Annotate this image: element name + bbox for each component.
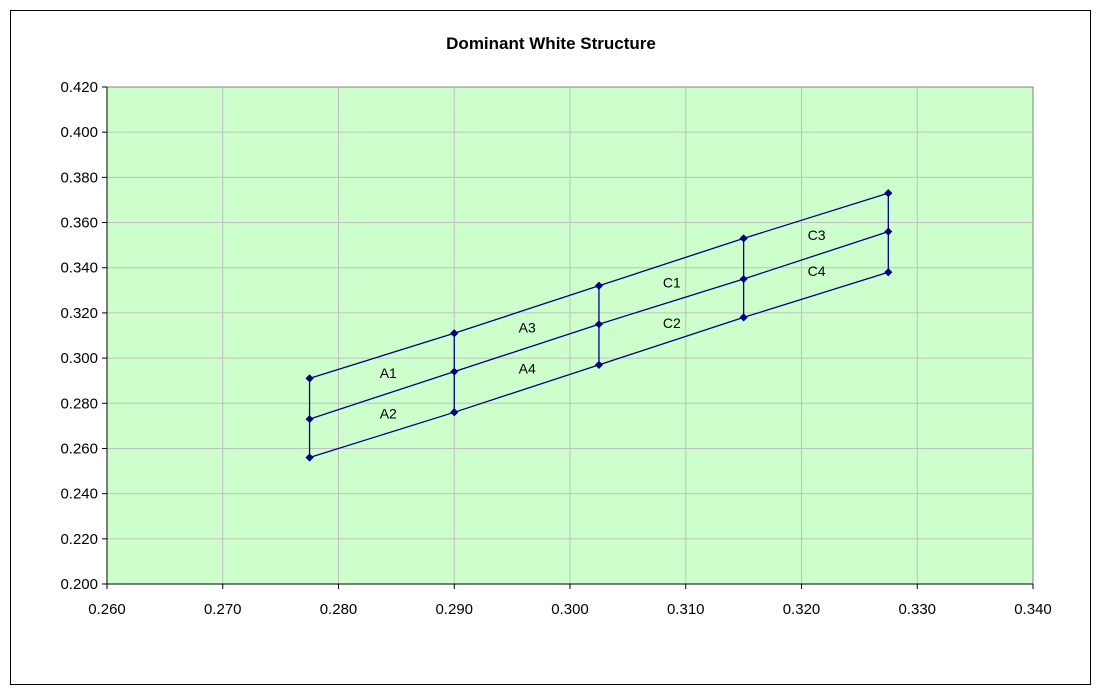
y-tick-label: 0.360	[60, 215, 98, 232]
y-tick-label: 0.220	[60, 531, 98, 548]
zone-label: A4	[519, 360, 536, 376]
data-point	[739, 234, 748, 243]
zone-label: C1	[663, 274, 681, 290]
x-tick-label: 0.270	[204, 601, 242, 618]
x-tick-label: 0.330	[898, 601, 936, 618]
zone-label: A3	[519, 320, 536, 336]
y-tick-label: 0.200	[60, 576, 98, 593]
data-point	[884, 227, 893, 236]
x-tick-label: 0.320	[783, 601, 821, 618]
y-tick-label: 0.380	[60, 169, 98, 186]
y-tick-label: 0.280	[60, 395, 98, 412]
y-tick-label: 0.240	[60, 486, 98, 503]
data-point	[739, 275, 748, 284]
x-tick-label: 0.290	[435, 601, 473, 618]
y-tick-label: 0.340	[60, 260, 98, 277]
x-tick-label: 0.300	[551, 601, 589, 618]
x-tick-label: 0.280	[320, 601, 358, 618]
y-tick-label: 0.400	[60, 124, 98, 141]
x-tick-label: 0.310	[667, 601, 705, 618]
y-tick-label: 0.260	[60, 440, 98, 457]
data-point	[450, 408, 459, 417]
data-point	[305, 415, 314, 424]
data-point	[305, 374, 314, 383]
data-point	[594, 281, 603, 290]
y-tick-label: 0.300	[60, 350, 98, 367]
data-point	[594, 360, 603, 369]
zone-label: C3	[808, 227, 826, 243]
chart-title: Dominant White Structure	[446, 34, 656, 53]
x-tick-label: 0.340	[1014, 601, 1052, 618]
y-tick-label: 0.320	[60, 305, 98, 322]
zone-label: C2	[663, 315, 681, 331]
data-point	[739, 313, 748, 322]
y-tick-label: 0.420	[60, 79, 98, 96]
x-tick-label: 0.260	[88, 601, 126, 618]
zone-label: C4	[808, 263, 826, 279]
data-point	[305, 453, 314, 462]
data-point	[450, 329, 459, 338]
zone-label: A2	[380, 405, 397, 421]
data-point	[884, 268, 893, 277]
zone-label: A1	[380, 365, 397, 381]
data-point	[450, 367, 459, 376]
data-point	[594, 320, 603, 329]
data-point	[884, 189, 893, 198]
